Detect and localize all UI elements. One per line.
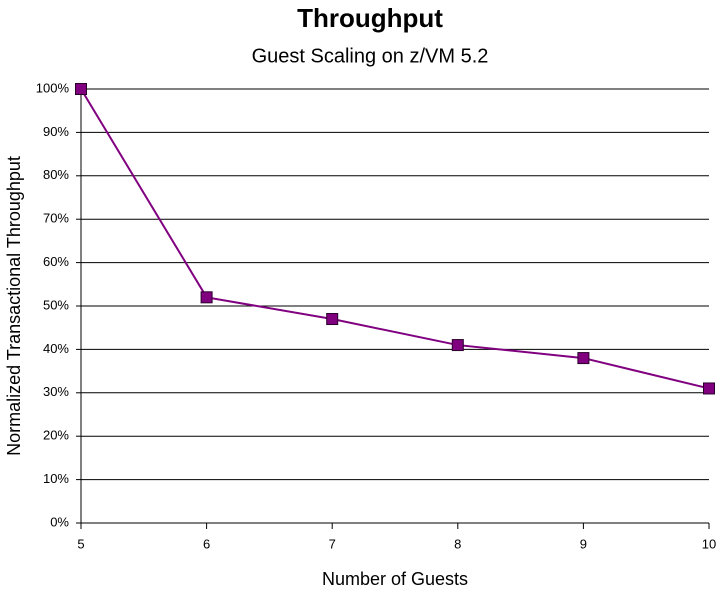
y-tick-label: 60% — [43, 254, 69, 269]
x-tick-label: 7 — [329, 536, 336, 551]
data-point — [577, 352, 590, 365]
y-tick-label: 90% — [43, 124, 69, 139]
x-tick-label: 5 — [77, 536, 84, 551]
data-point — [326, 313, 339, 326]
y-tick-label: 20% — [43, 428, 69, 443]
x-tick-label: 10 — [702, 536, 716, 551]
y-tick-label: 0% — [50, 514, 69, 529]
data-point — [451, 339, 464, 352]
x-tick-label: 6 — [203, 536, 210, 551]
data-point — [703, 382, 715, 395]
y-tick-label: 50% — [43, 297, 69, 312]
y-tick-label: 10% — [43, 471, 69, 486]
chart-title: Throughput — [297, 3, 443, 33]
y-tick-label: 40% — [43, 341, 69, 356]
y-tick-label: 70% — [43, 211, 69, 226]
x-tick-label: 8 — [454, 536, 461, 551]
y-tick-label: 30% — [43, 384, 69, 399]
y-tick-label: 100% — [36, 80, 70, 95]
data-point — [200, 291, 213, 304]
y-axis-label: Normalized Transactional Throughput — [4, 156, 24, 456]
data-point — [75, 83, 87, 95]
x-axis-label: Number of Guests — [322, 569, 468, 589]
y-tick-label: 80% — [43, 167, 69, 182]
chart-subtitle: Guest Scaling on z/VM 5.2 — [252, 45, 489, 67]
x-tick-label: 9 — [580, 536, 587, 551]
data-line — [80, 88, 710, 390]
